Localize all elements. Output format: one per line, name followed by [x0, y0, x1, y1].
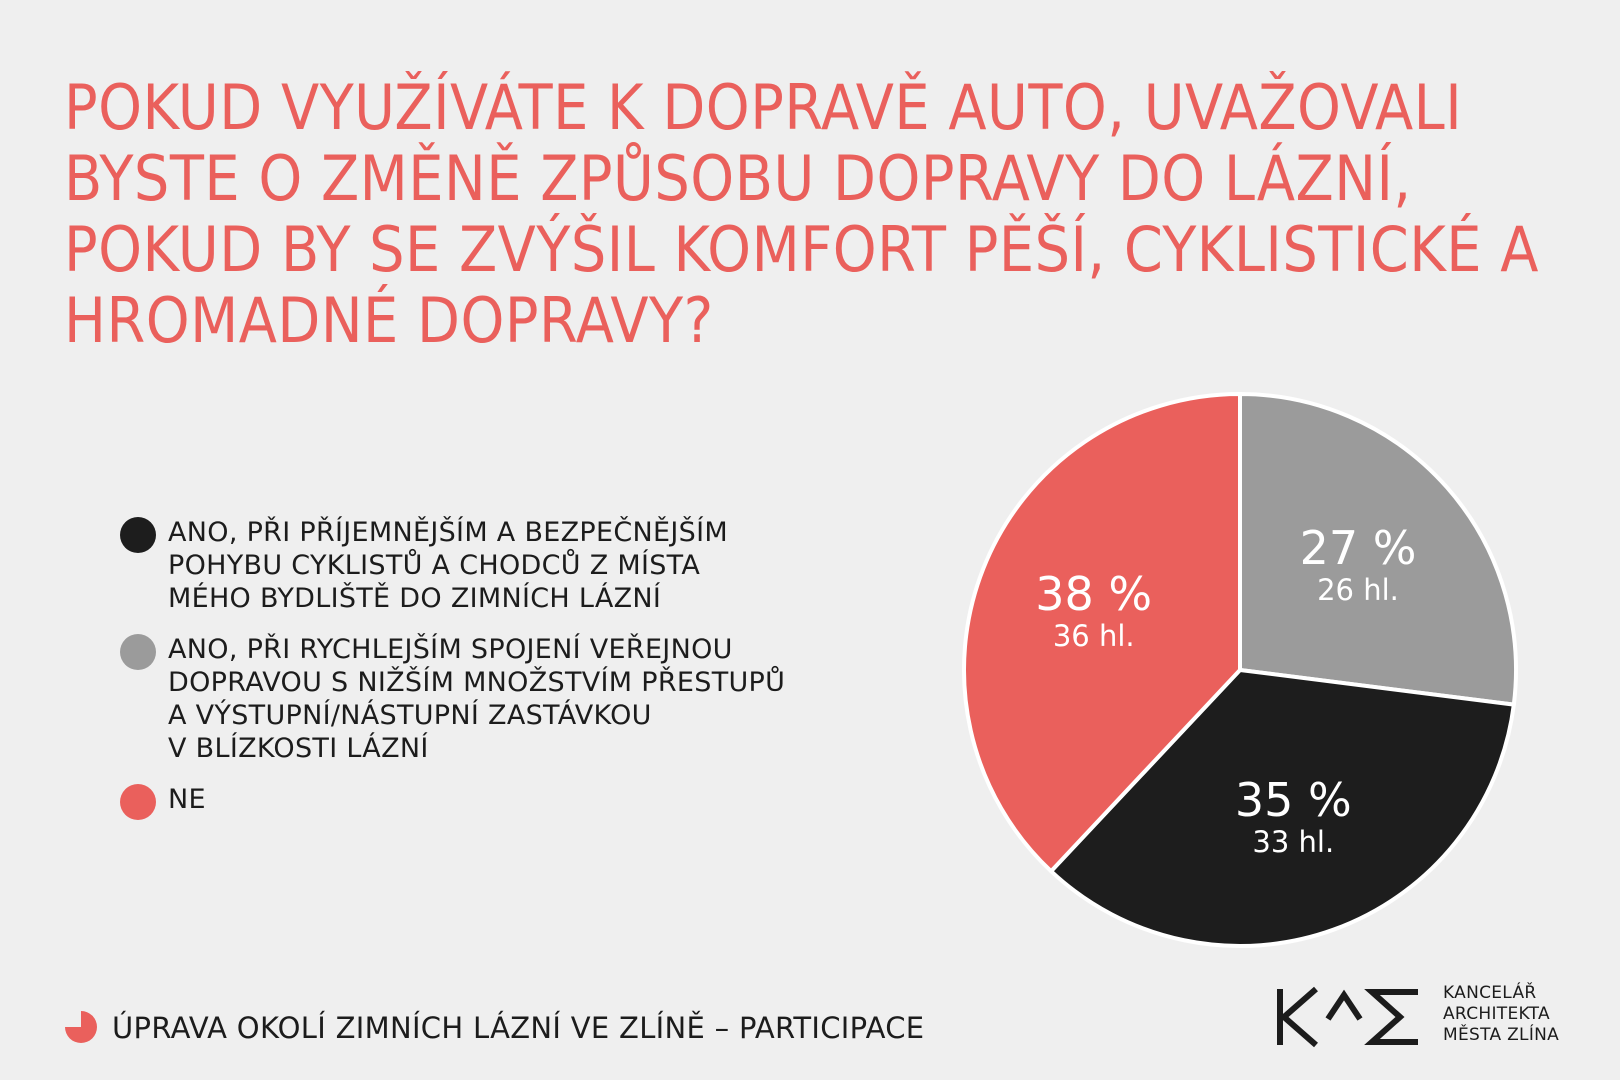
slice-percent-label: 35 %	[1235, 773, 1352, 827]
pie-chart: 27 %26 hl. 35 %33 hl. 38 %36 hl.	[962, 392, 1518, 948]
legend-item-pedestrian-cyclist: ANO, PŘI PŘÍJEMNĚJŠÍM A BEZPEČNĚJŠÍM POH…	[120, 516, 880, 615]
slice-percent-label: 27 %	[1300, 521, 1417, 575]
legend-item-public-transport: ANO, PŘI RYCHLEJŠÍM SPOJENÍ VEŘEJNOU DOP…	[120, 633, 880, 765]
legend-label: ANO, PŘI PŘÍJEMNĚJŠÍM A BEZPEČNĚJŠÍM POH…	[168, 517, 728, 614]
legend-label: NE	[168, 784, 206, 815]
slice-votes-label: 36 hl.	[1053, 619, 1135, 653]
kam-logo	[1277, 986, 1418, 1048]
logo-line: ARCHITEKTA	[1443, 1004, 1550, 1024]
legend-item-no: NE	[120, 783, 880, 820]
slice-percent-label: 38 %	[1035, 567, 1152, 621]
page-title: POKUD VYUŽÍVÁTE K DOPRAVĚ AUTO, UVAŽOVAL…	[64, 71, 1539, 357]
slice-votes-label: 33 hl.	[1252, 825, 1334, 859]
legend-swatch	[120, 634, 156, 670]
legend-label: ANO, PŘI RYCHLEJŠÍM SPOJENÍ VEŘEJNOU DOP…	[168, 634, 786, 764]
pie-slice-1	[1049, 668, 1516, 948]
slice-votes-label: 26 hl.	[1317, 573, 1399, 607]
logo-line: KANCELÁŘ	[1443, 983, 1537, 1003]
logo-line: MĚSTA ZLÍNA	[1443, 1025, 1560, 1045]
pie-slice-2	[962, 392, 1242, 874]
pie-chart-icon	[65, 1011, 97, 1043]
legend-swatch	[120, 517, 156, 553]
footer-caption: ÚPRAVA OKOLÍ ZIMNÍCH LÁZNÍ VE ZLÍNĚ – PA…	[112, 1011, 925, 1045]
logo-text: KANCELÁŘ ARCHITEKTA MĚSTA ZLÍNA	[1443, 983, 1559, 1046]
pie-slice-0	[1238, 392, 1518, 707]
legend-swatch	[120, 784, 156, 820]
chart-legend: ANO, PŘI PŘÍJEMNĚJŠÍM A BEZPEČNĚJŠÍM POH…	[120, 516, 880, 838]
